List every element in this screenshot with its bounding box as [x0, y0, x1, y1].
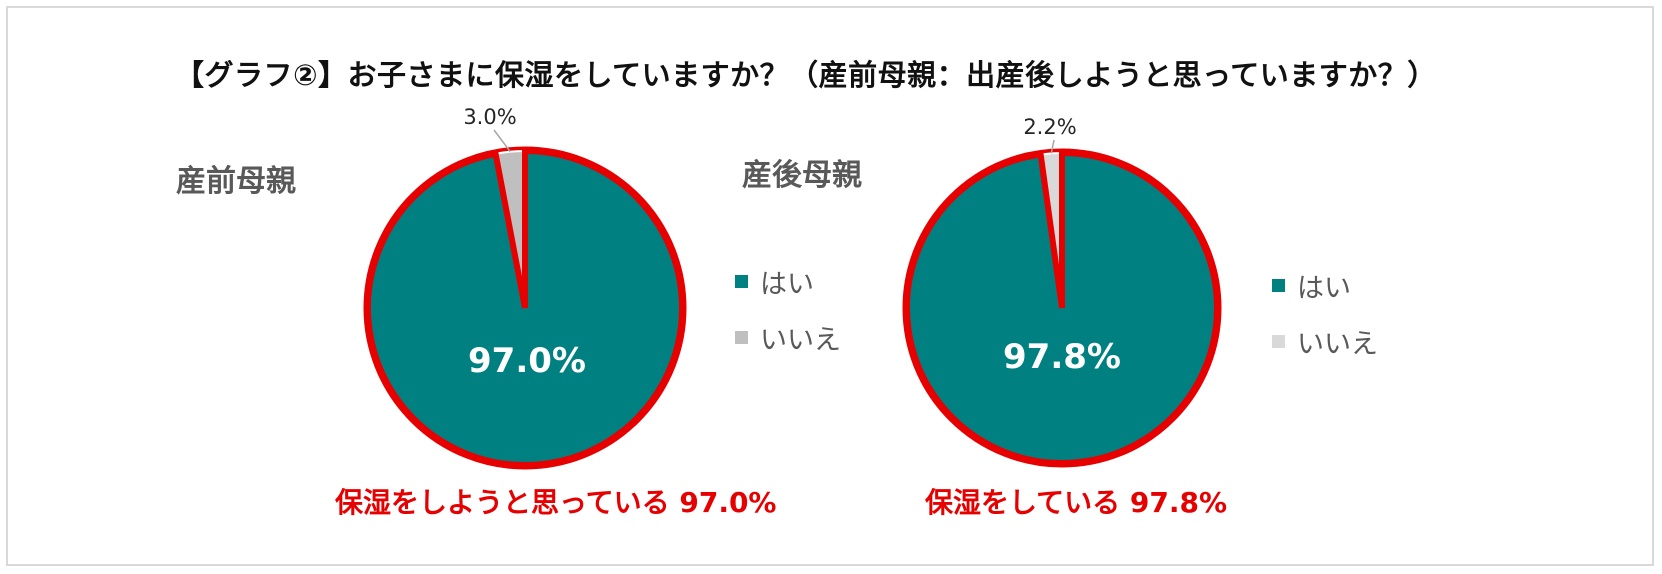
panel-label-postnatal: 産後母親 — [742, 158, 862, 193]
leader-line — [1050, 139, 1055, 154]
legend-swatch-yes — [735, 275, 748, 288]
chart-frame — [6, 6, 1654, 566]
data-label-yes: 97.0% — [468, 341, 586, 381]
chart-title: 【グラフ②】お子さまに保湿をしていますか？（産前母親：出産後しようと思っています… — [175, 58, 1437, 92]
legend-label-yes: はい — [1297, 273, 1351, 304]
legend-label-no: いいえ — [1297, 329, 1378, 360]
legend-label-yes: はい — [760, 269, 814, 300]
legend-label-no: いいえ — [760, 325, 841, 356]
data-label-no: 2.2% — [1023, 115, 1076, 139]
highlight-text-prenatal: 保湿をしようと思っている 97.0% — [335, 486, 777, 519]
data-label-yes: 97.8% — [1003, 337, 1121, 377]
legend-item-no: いいえ — [1272, 322, 1378, 361]
legend-swatch-yes — [1272, 279, 1285, 292]
legend-item-yes: はい — [735, 262, 814, 301]
legend-postnatal: はい いいえ — [1272, 266, 1392, 366]
data-label-no: 3.0% — [463, 105, 516, 129]
pie-chart-postnatal: 97.8% 2.2% — [902, 115, 1222, 468]
highlight-text-postnatal: 保湿をしている 97.8% — [925, 486, 1228, 519]
leader-line — [493, 129, 511, 153]
pie-chart-prenatal: 97.0% 3.0% — [363, 105, 687, 470]
legend-item-no: いいえ — [735, 318, 841, 357]
panel-label-prenatal: 産前母親 — [176, 164, 296, 199]
slice-yes-outline — [365, 147, 685, 468]
legend-prenatal: はい いいえ — [735, 262, 855, 362]
legend-swatch-no — [1272, 335, 1285, 348]
legend-item-yes: はい — [1272, 266, 1351, 305]
legend-swatch-no — [735, 331, 748, 344]
slice-yes-outline — [904, 149, 1220, 466]
